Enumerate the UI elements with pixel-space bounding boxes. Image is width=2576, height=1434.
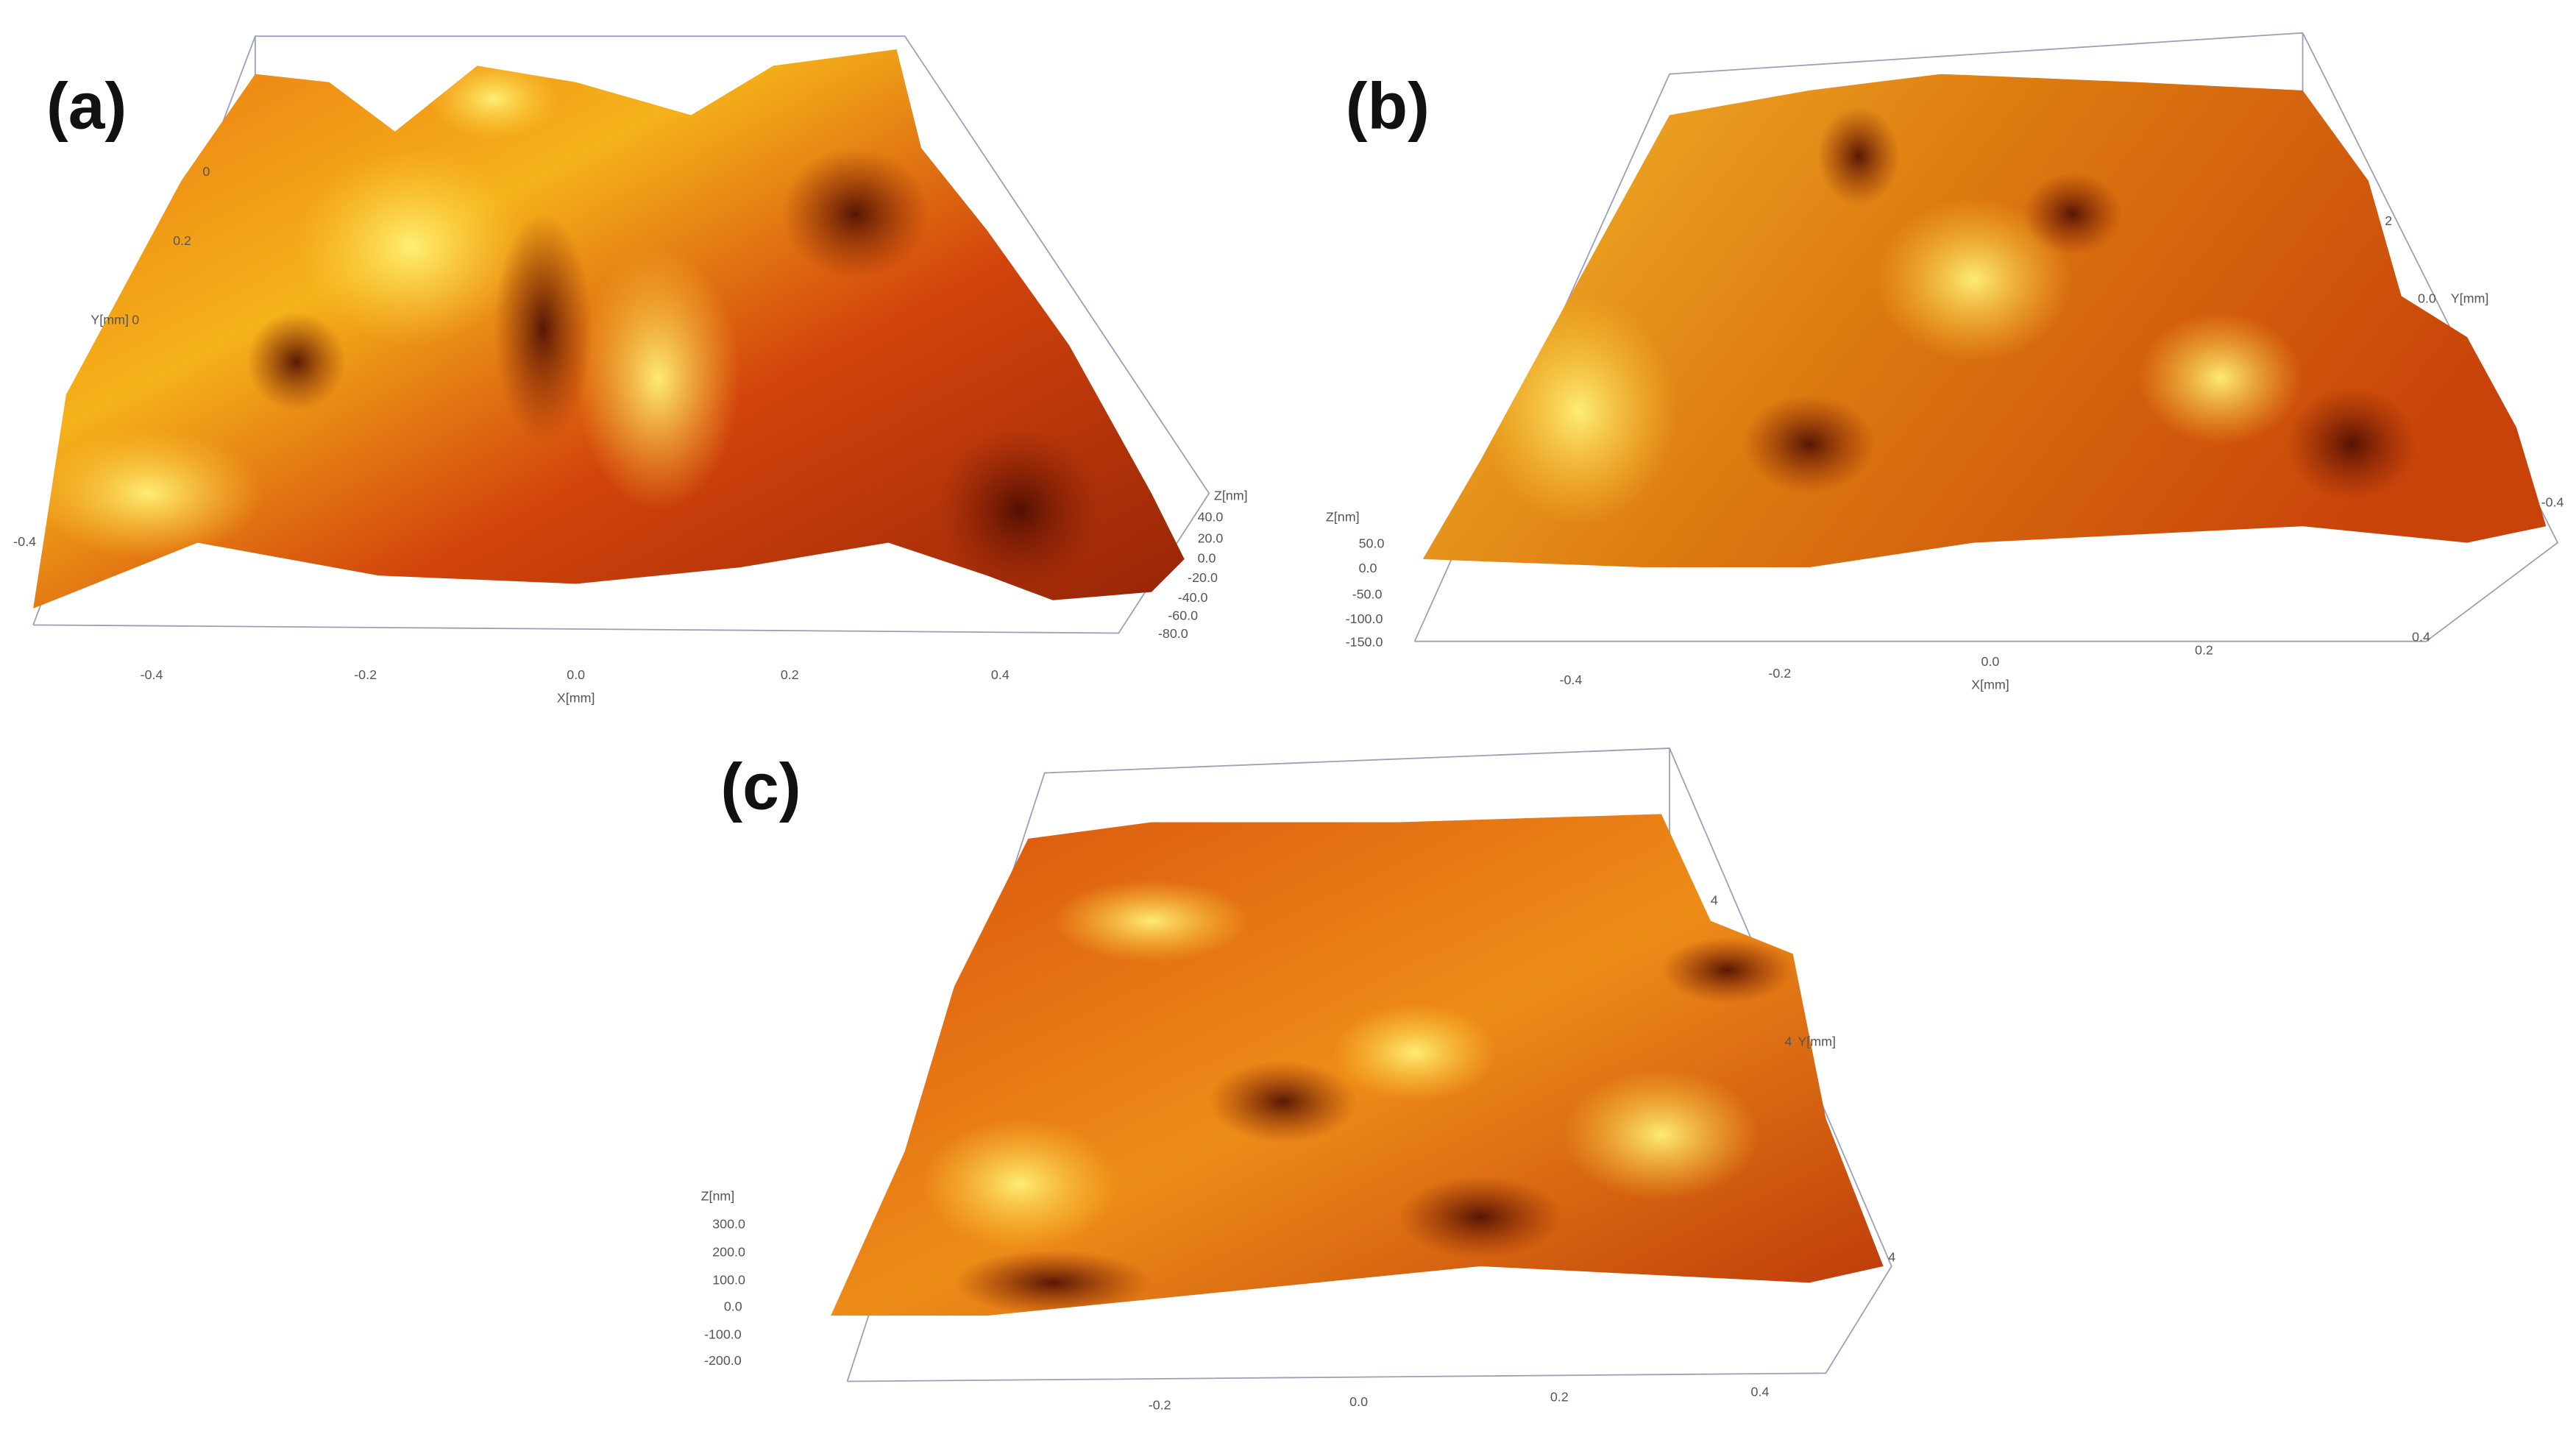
x-tick-label: -0.4 (1560, 672, 1583, 687)
x-tick-label: 0.2 (781, 667, 799, 682)
x-tick-label: 0.0 (567, 667, 585, 682)
y-tick-label: 0 (202, 164, 210, 179)
z-axis-label: Z[nm] (1326, 510, 1360, 525)
y-tick-label: 0 (132, 312, 139, 327)
z-tick-label: -100.0 (704, 1327, 742, 1341)
x-tick-label: -0.2 (1149, 1397, 1171, 1412)
x-tick-label: 0.0 (1981, 654, 1999, 669)
x-tick-label: -0.4 (141, 667, 163, 682)
panel-label: (c) (720, 750, 801, 823)
surface (33, 49, 1185, 608)
z-tick-label: 50.0 (1359, 536, 1385, 550)
z-tick-label: -50.0 (1352, 587, 1383, 602)
z-tick-label: -80.0 (1158, 626, 1188, 641)
z-tick-label: -200.0 (704, 1353, 742, 1368)
y-tick-label: 0.0 (2418, 291, 2436, 305)
z-tick-label: -40.0 (1178, 590, 1208, 605)
z-tick-label: -150.0 (1346, 634, 1383, 649)
panel-c: (c) -0.2 0.0 0.2 0.4 Y[mm] 4 4 4 Z[nm] 3… (701, 748, 1895, 1412)
y-axis-label: Y[mm] (1798, 1034, 1836, 1049)
x-tick-label: 0.2 (2195, 643, 2213, 658)
z-tick-label: 300.0 (712, 1217, 745, 1232)
y-tick-label: -0.4 (13, 534, 36, 549)
x-tick-label: 0.0 (1349, 1394, 1368, 1409)
surface (831, 814, 1884, 1316)
x-tick-label: 0.4 (2412, 630, 2430, 645)
y-axis-label: Y[mm] (2451, 291, 2489, 305)
panel-a: (a) -0.4 -0.2 0.0 0.2 0.4 X[mm] Y[mm] 0 … (13, 35, 1248, 705)
z-tick-label: 200.0 (712, 1245, 745, 1260)
y-axis-label: Y[mm] (91, 312, 129, 327)
y-tick-label: 4 (1711, 892, 1718, 907)
z-axis-label: Z[nm] (1214, 488, 1248, 503)
surface (1422, 74, 2547, 568)
x-axis-label: X[mm] (557, 690, 595, 705)
y-tick-label: 4 (1888, 1249, 1895, 1264)
z-tick-label: 0.0 (1198, 550, 1216, 565)
z-tick-label: -100.0 (1346, 611, 1383, 626)
z-tick-label: 100.0 (712, 1273, 745, 1288)
z-tick-label: 0.0 (1359, 561, 1377, 575)
z-tick-label: 20.0 (1198, 531, 1224, 546)
y-tick-label: -0.4 (2541, 494, 2564, 509)
z-tick-label: -20.0 (1188, 570, 1218, 585)
x-tick-label: 0.2 (1550, 1389, 1569, 1404)
x-tick-label: 0.4 (991, 667, 1010, 682)
panel-label: (b) (1346, 68, 1430, 142)
z-tick-label: 0.0 (724, 1299, 742, 1313)
y-tick-label: 4 (1784, 1034, 1792, 1049)
y-tick-label: 2 (2385, 213, 2392, 228)
x-tick-label: -0.2 (1768, 666, 1791, 681)
x-tick-label: 0.4 (1751, 1385, 1770, 1399)
y-tick-label: 0.2 (173, 233, 191, 248)
z-tick-label: -60.0 (1168, 608, 1198, 623)
x-axis-label: X[mm] (1971, 678, 2009, 692)
bounding-box (1413, 32, 2559, 642)
x-tick-label: -0.2 (354, 667, 377, 682)
panel-label: (a) (46, 68, 127, 142)
panel-b: (b) -0.4 -0.2 0.0 0.2 0.4 X[mm] Y[mm] 2 … (1326, 32, 2564, 692)
z-axis-label: Z[nm] (701, 1189, 735, 1204)
z-tick-label: 40.0 (1198, 510, 1224, 525)
